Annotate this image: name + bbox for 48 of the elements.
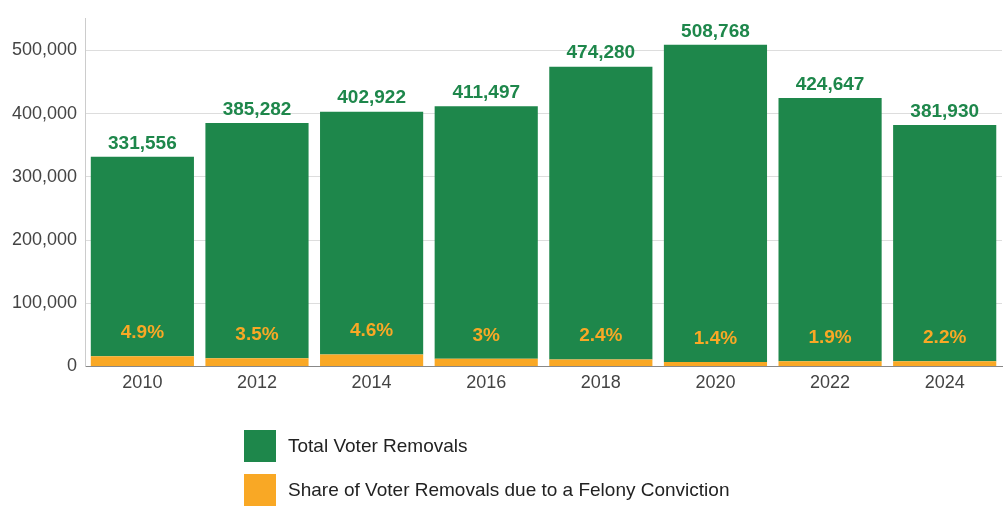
x-tick-label: 2014: [351, 372, 392, 393]
total-label: 331,556: [108, 131, 177, 153]
total-label: 474,280: [566, 41, 636, 63]
total-label: 411,497: [452, 81, 521, 103]
x-tick-label: 2012: [236, 372, 278, 393]
bar: [434, 106, 538, 359]
bar: [320, 354, 424, 366]
bar: [893, 361, 997, 366]
bar: [549, 66, 653, 360]
annotation: 1.4%: [693, 326, 738, 348]
x-tick-label: 2016: [466, 372, 507, 393]
x-tick-label: 2010: [122, 372, 163, 393]
bar: [663, 44, 768, 362]
legend-label: Total Voter Removals: [288, 435, 468, 457]
legend-label: Share of Voter Removals due to a Felony Conviction: [288, 479, 730, 501]
total-label: 402,922: [337, 86, 406, 108]
bar: [90, 156, 194, 357]
annotation: 2.2%: [923, 326, 967, 348]
y-tick-label: 100,000: [11, 292, 78, 313]
total-label: 508,768: [681, 19, 750, 41]
bar: [778, 361, 882, 366]
x-tick-label: 2018: [580, 372, 621, 393]
bar: [778, 98, 882, 362]
bar: [893, 125, 997, 362]
bar: [90, 356, 194, 366]
annotation: 4.9%: [120, 321, 165, 343]
bar: [434, 358, 538, 366]
bar: [205, 358, 309, 366]
annotation: 2.4%: [579, 324, 623, 346]
annotation: 4.6%: [349, 319, 394, 341]
total-label: 424,647: [795, 72, 865, 94]
y-tick-label: 500,000: [11, 39, 78, 60]
annotation: 3.5%: [235, 322, 279, 344]
y-tick-label: 0: [67, 355, 78, 376]
y-tick-label: 400,000: [11, 102, 78, 123]
x-tick-label: 2022: [810, 372, 851, 393]
total-label: 385,282: [222, 97, 292, 119]
bar: [205, 122, 309, 359]
bar: [320, 111, 424, 355]
bar: [549, 359, 653, 366]
x-tick-label: 2020: [695, 372, 736, 393]
bar: [663, 361, 768, 366]
y-tick-label: 200,000: [11, 228, 78, 249]
x-tick-label: 2024: [924, 372, 965, 393]
y-tick-label: 300,000: [11, 165, 78, 186]
annotation: 3%: [472, 323, 501, 345]
total-label: 381,930: [910, 99, 980, 121]
annotation: 1.9%: [808, 326, 852, 348]
